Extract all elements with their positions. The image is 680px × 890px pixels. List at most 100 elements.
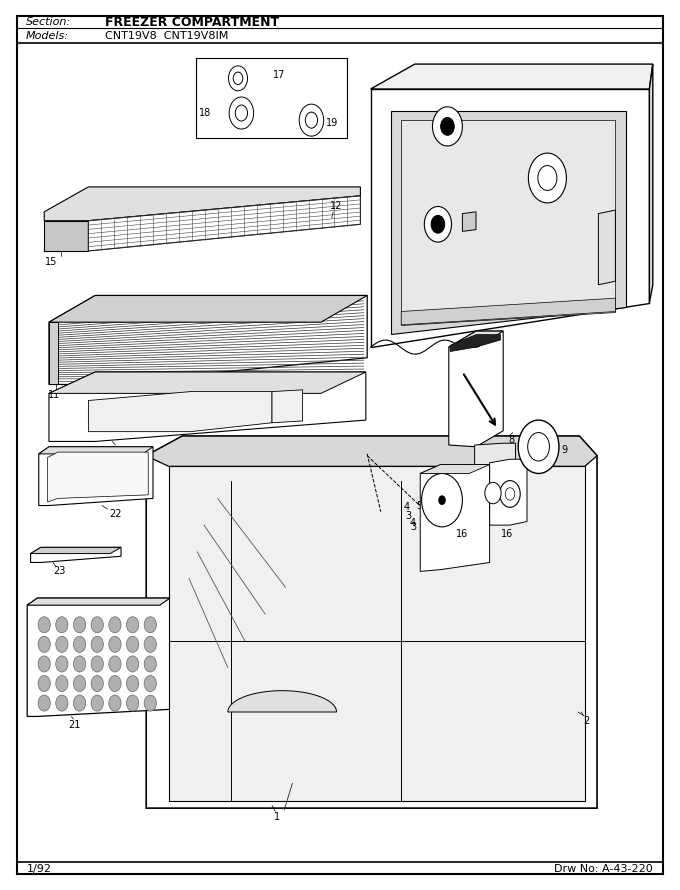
Polygon shape [462, 212, 476, 231]
Text: 8: 8 [508, 434, 515, 445]
Polygon shape [449, 331, 503, 447]
Text: Drw No: A-43-220: Drw No: A-43-220 [554, 863, 653, 874]
Circle shape [144, 676, 156, 692]
Circle shape [38, 656, 50, 672]
Circle shape [538, 166, 557, 190]
Text: 17: 17 [273, 69, 285, 80]
Text: 1: 1 [274, 812, 281, 822]
Text: FREEZER COMPARTMENT: FREEZER COMPARTMENT [105, 16, 279, 28]
Text: 2: 2 [583, 716, 590, 726]
Circle shape [126, 695, 139, 711]
Circle shape [91, 695, 103, 711]
Circle shape [56, 695, 68, 711]
Circle shape [73, 617, 86, 633]
Circle shape [56, 676, 68, 692]
Circle shape [91, 676, 103, 692]
Polygon shape [391, 111, 626, 334]
Polygon shape [449, 331, 503, 347]
Circle shape [441, 117, 454, 135]
Circle shape [422, 473, 462, 527]
Polygon shape [49, 372, 366, 393]
Text: 6: 6 [520, 493, 527, 504]
Text: 20: 20 [466, 121, 479, 132]
Polygon shape [401, 120, 615, 325]
Polygon shape [39, 447, 153, 454]
Polygon shape [401, 298, 615, 325]
Circle shape [432, 107, 462, 146]
Text: 16: 16 [456, 529, 469, 539]
Polygon shape [48, 452, 148, 502]
Circle shape [38, 636, 50, 652]
Circle shape [144, 636, 156, 652]
Text: 4: 4 [403, 502, 410, 513]
Polygon shape [27, 598, 170, 605]
Text: CNT19V8  CNT19V8IM: CNT19V8 CNT19V8IM [105, 30, 228, 41]
Circle shape [299, 104, 324, 136]
Circle shape [528, 153, 566, 203]
Circle shape [73, 676, 86, 692]
Polygon shape [490, 459, 527, 525]
Polygon shape [27, 598, 170, 716]
Circle shape [439, 496, 445, 505]
Text: Section:: Section: [26, 17, 71, 28]
Circle shape [73, 695, 86, 711]
Text: Models:: Models: [26, 30, 69, 41]
Text: 9: 9 [561, 445, 568, 456]
Polygon shape [598, 210, 615, 285]
Circle shape [126, 617, 139, 633]
Circle shape [73, 656, 86, 672]
Text: 3: 3 [410, 522, 417, 532]
Circle shape [518, 420, 559, 473]
Circle shape [38, 676, 50, 692]
Polygon shape [146, 436, 597, 466]
Text: 4: 4 [410, 518, 416, 529]
Polygon shape [88, 392, 272, 432]
Polygon shape [146, 436, 597, 808]
Polygon shape [88, 196, 360, 251]
Circle shape [229, 97, 254, 129]
Text: 1/92: 1/92 [27, 863, 52, 874]
Polygon shape [450, 335, 500, 352]
Polygon shape [649, 64, 653, 303]
Text: 16: 16 [500, 529, 513, 539]
Text: 21: 21 [69, 720, 81, 731]
Text: 5: 5 [416, 500, 423, 511]
Polygon shape [39, 447, 153, 506]
Circle shape [91, 617, 103, 633]
Polygon shape [196, 58, 347, 138]
Circle shape [109, 656, 121, 672]
Circle shape [144, 656, 156, 672]
Text: 13: 13 [585, 173, 598, 183]
Polygon shape [475, 443, 515, 485]
Circle shape [228, 66, 248, 91]
Text: 12: 12 [330, 201, 343, 212]
Text: 19: 19 [326, 117, 338, 128]
Circle shape [38, 617, 50, 633]
Text: 7: 7 [474, 493, 480, 504]
Polygon shape [44, 221, 88, 251]
Circle shape [126, 636, 139, 652]
Circle shape [305, 112, 318, 128]
Polygon shape [49, 322, 58, 384]
Polygon shape [420, 465, 490, 473]
Circle shape [38, 695, 50, 711]
Text: 18: 18 [199, 108, 211, 118]
Circle shape [109, 695, 121, 711]
Circle shape [91, 636, 103, 652]
Text: 23: 23 [54, 566, 66, 577]
Circle shape [56, 617, 68, 633]
Circle shape [485, 482, 501, 504]
Polygon shape [169, 466, 585, 801]
Text: 15: 15 [45, 256, 57, 267]
Text: 10: 10 [109, 447, 122, 457]
Text: 3: 3 [405, 511, 411, 522]
Polygon shape [49, 295, 367, 322]
Text: 22: 22 [109, 509, 122, 520]
Circle shape [505, 488, 515, 500]
Circle shape [424, 206, 452, 242]
Polygon shape [228, 691, 337, 712]
Circle shape [73, 636, 86, 652]
Polygon shape [371, 64, 653, 89]
Polygon shape [420, 465, 490, 571]
Polygon shape [272, 390, 303, 423]
